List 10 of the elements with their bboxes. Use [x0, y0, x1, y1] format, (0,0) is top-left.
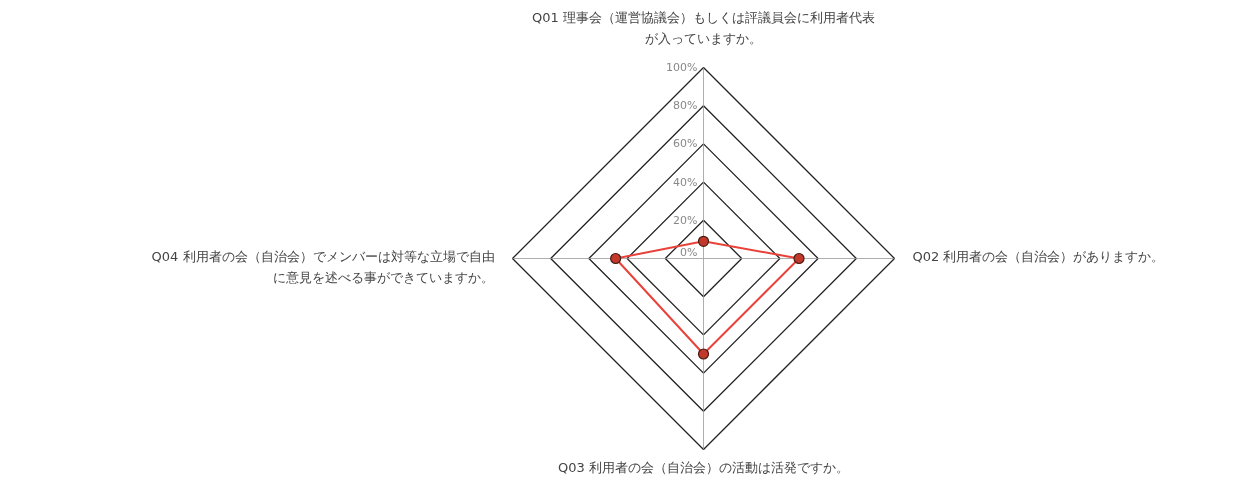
y-tick-label: 80% — [673, 99, 698, 113]
y-tick-label: 20% — [673, 213, 698, 227]
spoke-label: Q03 利用者の会（自治会）の活動は活発ですか。 — [558, 459, 849, 475]
y-tick-label: 60% — [673, 137, 698, 151]
spoke-label: Q01 理事会（運営協議会）もしくは評議員会に利用者代表が入っていますか。 — [532, 9, 875, 46]
y-tick-label: 100% — [666, 61, 698, 74]
y-tick-label: 0% — [680, 246, 698, 259]
spoke-label: Q04 利用者の会（自治会）でメンバーは対等な立場で自由に意見を述べる事ができていますか。 — [151, 248, 495, 285]
spoke-label: Q02 利用者の会（自治会）がありますか。 — [912, 248, 1165, 264]
y-tick-label: 40% — [673, 175, 698, 189]
